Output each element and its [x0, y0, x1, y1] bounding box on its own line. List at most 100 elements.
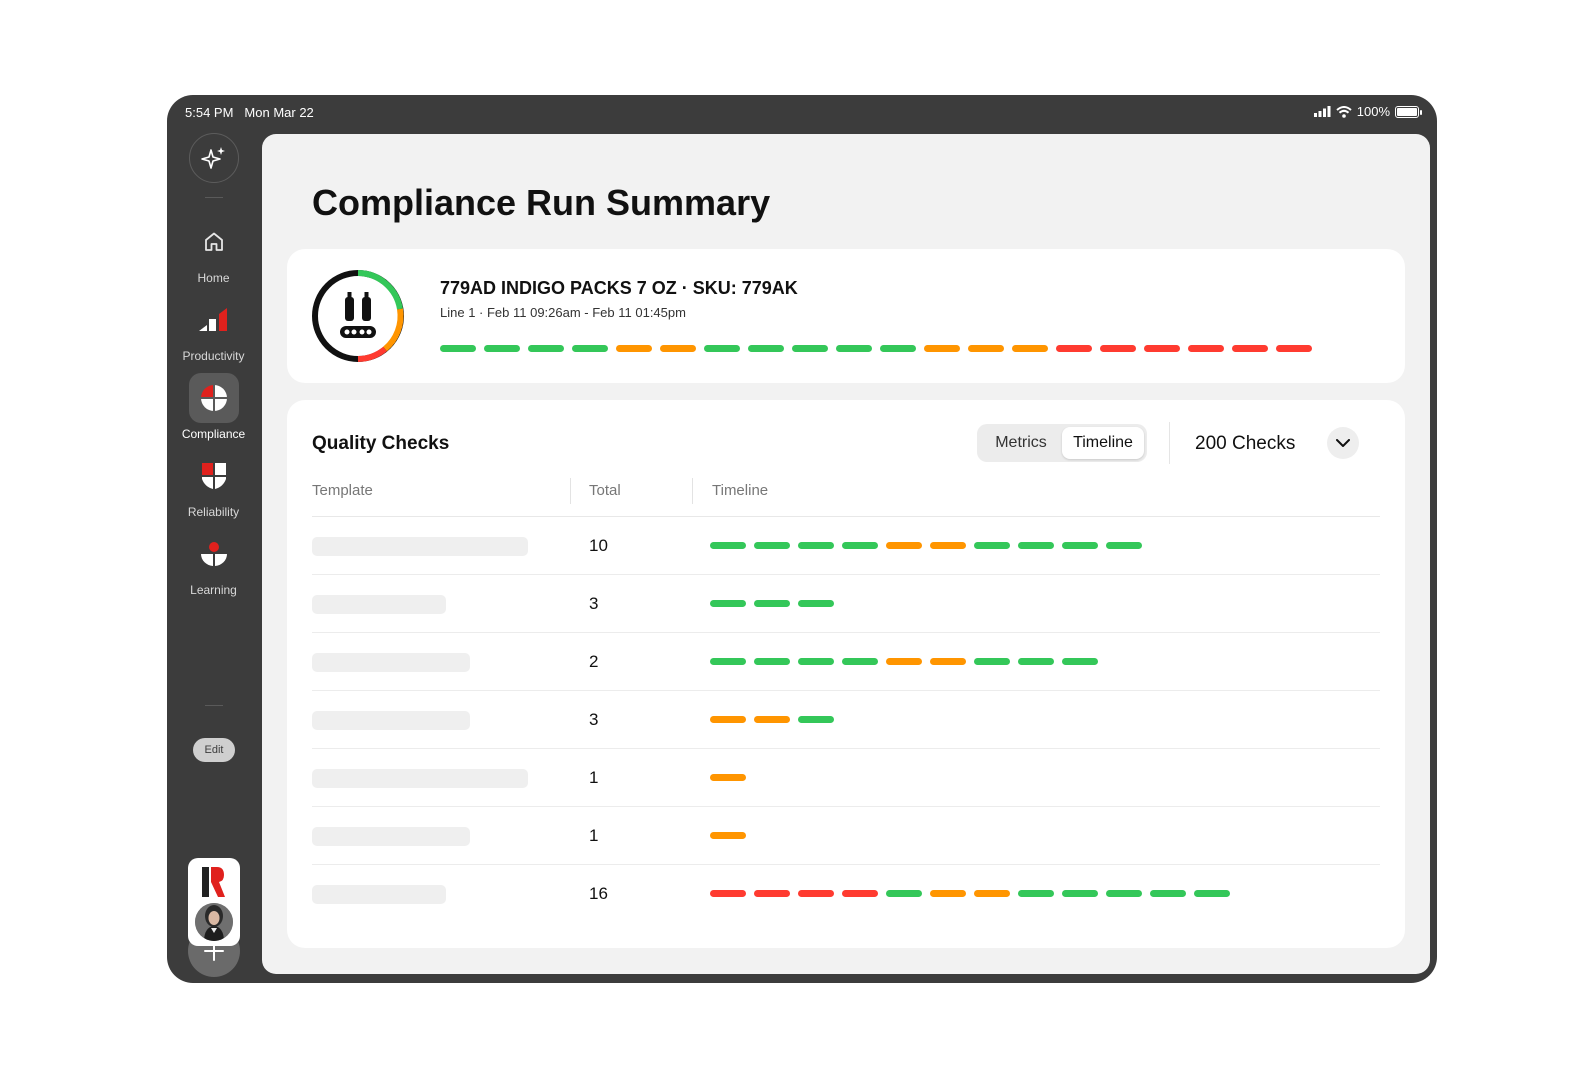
checks-dropdown-button[interactable]: [1327, 427, 1359, 459]
timeline-segment-pass[interactable]: [842, 542, 878, 549]
header-separator: [1169, 422, 1170, 464]
timeline-segment-pass[interactable]: [792, 345, 828, 352]
timeline-segment-pass[interactable]: [1018, 542, 1054, 549]
sidebar-divider: [205, 197, 223, 198]
timeline-segment-pass[interactable]: [710, 542, 746, 549]
timeline-segment-pass[interactable]: [836, 345, 872, 352]
timeline-segment-pass[interactable]: [886, 890, 922, 897]
timeline-segment-fail[interactable]: [710, 890, 746, 897]
timeline-segment-pass[interactable]: [572, 345, 608, 352]
timeline-segment-pass[interactable]: [754, 600, 790, 607]
timeline-segment-warning[interactable]: [754, 716, 790, 723]
wifi-icon: [1336, 105, 1352, 118]
toggle-timeline[interactable]: Timeline: [1062, 427, 1144, 459]
timeline-segment-fail[interactable]: [1232, 345, 1268, 352]
timeline-segment-pass[interactable]: [1062, 658, 1098, 665]
table-row[interactable]: 1: [312, 749, 1380, 807]
timeline-segment-pass[interactable]: [748, 345, 784, 352]
timeline-segment-fail[interactable]: [1276, 345, 1312, 352]
column-header-total[interactable]: Total: [589, 482, 621, 499]
timeline-segment-warning[interactable]: [660, 345, 696, 352]
timeline-segment-pass[interactable]: [974, 658, 1010, 665]
template-name-placeholder: [312, 537, 528, 556]
signal-icon: [1313, 106, 1331, 117]
template-name-placeholder: [312, 769, 528, 788]
timeline-segment-warning[interactable]: [968, 345, 1004, 352]
sidebar-item-label: Home: [197, 271, 230, 285]
timeline-segment-pass[interactable]: [974, 542, 1010, 549]
timeline-segment-pass[interactable]: [710, 658, 746, 665]
toggle-metrics[interactable]: Metrics: [995, 434, 1047, 451]
timeline-segment-warning[interactable]: [710, 832, 746, 839]
timeline-segment-warning[interactable]: [930, 890, 966, 897]
sidebar-item-reliability[interactable]: Reliability: [167, 451, 260, 519]
table-row[interactable]: 2: [312, 633, 1380, 691]
timeline-segment-pass[interactable]: [798, 658, 834, 665]
timeline-segment-pass[interactable]: [754, 658, 790, 665]
row-timeline: [710, 600, 834, 607]
timeline-segment-warning[interactable]: [886, 542, 922, 549]
sidebar-item-compliance[interactable]: Compliance: [167, 373, 260, 441]
run-title: 779AD INDIGO PACKS 7 OZ · SKU: 779AK: [440, 278, 798, 298]
timeline-segment-pass[interactable]: [484, 345, 520, 352]
timeline-segment-fail[interactable]: [1100, 345, 1136, 352]
timeline-segment-fail[interactable]: [1144, 345, 1180, 352]
row-divider: [312, 806, 1380, 807]
ai-sparkle-button[interactable]: [189, 133, 239, 183]
timeline-segment-pass[interactable]: [1062, 542, 1098, 549]
timeline-segment-warning[interactable]: [924, 345, 960, 352]
run-summary-card[interactable]: 779AD INDIGO PACKS 7 OZ · SKU: 779AK Lin…: [287, 249, 1405, 383]
timeline-segment-warning[interactable]: [1012, 345, 1048, 352]
timeline-segment-pass[interactable]: [440, 345, 476, 352]
timeline-segment-pass[interactable]: [1150, 890, 1186, 897]
table-row[interactable]: 3: [312, 691, 1380, 749]
timeline-segment-pass[interactable]: [798, 542, 834, 549]
timeline-segment-pass[interactable]: [842, 658, 878, 665]
row-divider: [312, 748, 1380, 749]
sidebar-item-productivity[interactable]: Productivity: [167, 295, 260, 363]
table-row[interactable]: 16: [312, 865, 1380, 923]
sidebar-item-learning[interactable]: Learning: [167, 529, 260, 597]
timeline-segment-pass[interactable]: [1106, 542, 1142, 549]
timeline-segment-fail[interactable]: [842, 890, 878, 897]
timeline-segment-pass[interactable]: [798, 716, 834, 723]
timeline-segment-fail[interactable]: [1188, 345, 1224, 352]
row-timeline: [710, 774, 746, 781]
table-row[interactable]: 10: [312, 517, 1380, 575]
timeline-segment-fail[interactable]: [798, 890, 834, 897]
template-name-placeholder: [312, 595, 446, 614]
timeline-segment-pass[interactable]: [1194, 890, 1230, 897]
checks-count[interactable]: 200 Checks: [1195, 433, 1296, 454]
column-header-timeline[interactable]: Timeline: [712, 482, 769, 499]
timeline-segment-pass[interactable]: [1018, 658, 1054, 665]
timeline-segment-pass[interactable]: [1062, 890, 1098, 897]
timeline-segment-pass[interactable]: [1106, 890, 1142, 897]
timeline-segment-warning[interactable]: [930, 658, 966, 665]
table-row[interactable]: 1: [312, 807, 1380, 865]
column-header-template[interactable]: Template: [312, 482, 373, 499]
timeline-segment-pass[interactable]: [704, 345, 740, 352]
timeline-segment-pass[interactable]: [880, 345, 916, 352]
avatar[interactable]: [192, 902, 236, 942]
timeline-segment-warning[interactable]: [930, 542, 966, 549]
timeline-segment-warning[interactable]: [616, 345, 652, 352]
profile-card[interactable]: [188, 858, 240, 946]
timeline-segment-pass[interactable]: [528, 345, 564, 352]
timeline-segment-pass[interactable]: [710, 600, 746, 607]
timeline-segment-pass[interactable]: [798, 600, 834, 607]
sidebar-item-home[interactable]: Home: [167, 217, 260, 285]
timeline-segment-warning[interactable]: [886, 658, 922, 665]
row-timeline: [710, 832, 746, 839]
timeline-segment-warning[interactable]: [710, 716, 746, 723]
template-name-placeholder: [312, 653, 470, 672]
status-time: 5:54 PM: [185, 105, 234, 120]
table-row[interactable]: 3: [312, 575, 1380, 633]
edit-button[interactable]: Edit: [193, 738, 235, 762]
template-name-placeholder: [312, 827, 470, 846]
timeline-segment-pass[interactable]: [754, 542, 790, 549]
timeline-segment-warning[interactable]: [710, 774, 746, 781]
timeline-segment-pass[interactable]: [1018, 890, 1054, 897]
timeline-segment-fail[interactable]: [754, 890, 790, 897]
timeline-segment-warning[interactable]: [974, 890, 1010, 897]
timeline-segment-fail[interactable]: [1056, 345, 1092, 352]
